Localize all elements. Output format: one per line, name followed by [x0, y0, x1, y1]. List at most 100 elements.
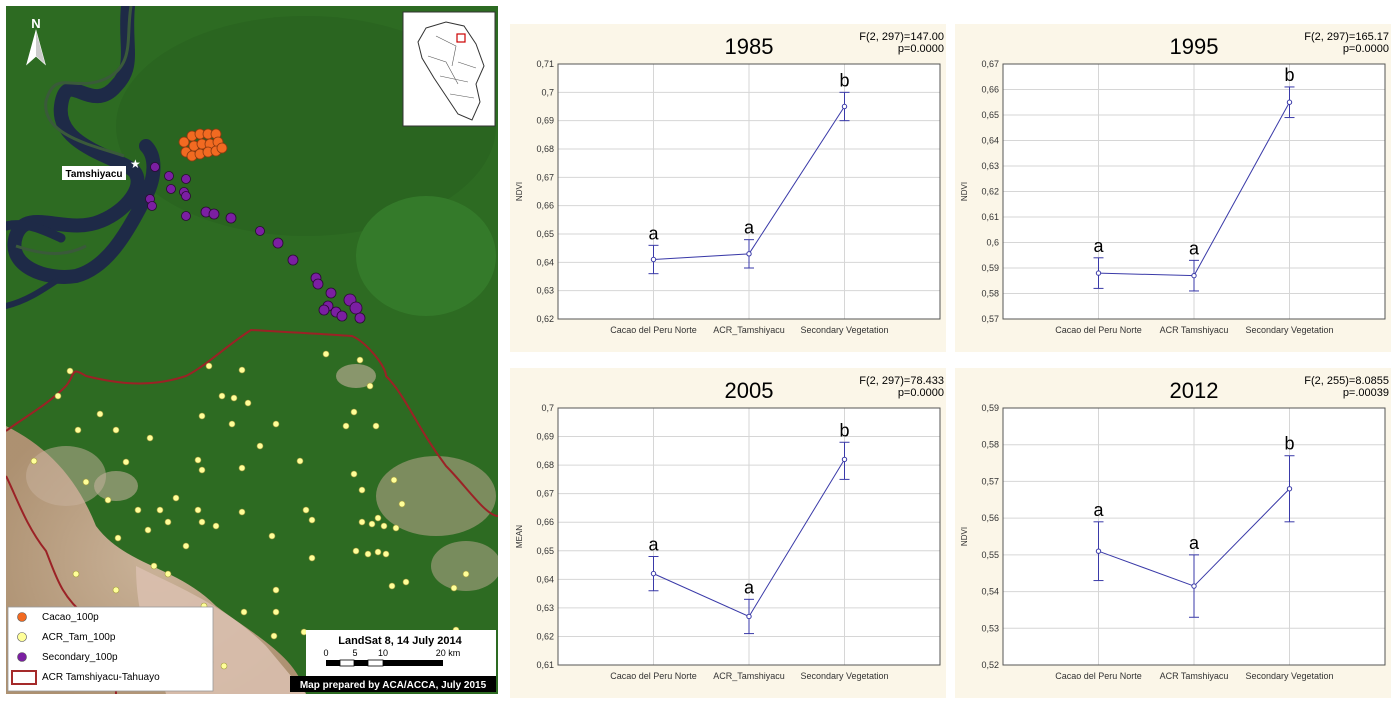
data-point: [1191, 583, 1197, 589]
p-value: p=0.0000: [898, 387, 944, 399]
y-tick-label: 0,65: [981, 110, 999, 120]
river: [7, 6, 161, 284]
y-tick-label: 0,71: [536, 59, 554, 69]
x-category-label: Cacao del Peru Norte: [1055, 325, 1142, 335]
y-tick-label: 0,59: [981, 263, 999, 273]
legend-box: [7, 606, 214, 692]
north-arrow-shade: [36, 31, 45, 64]
y-tick-label: 0,64: [536, 574, 554, 584]
y-tick-label: 0,57: [981, 476, 999, 486]
y-tick-label: 0,63: [981, 161, 999, 171]
river-branch: [6, 220, 66, 243]
y-tick-label: 0,55: [981, 550, 999, 560]
f-statistic: F(2, 255)=8.0855: [1304, 375, 1389, 387]
chart-title: 2012: [1170, 378, 1219, 403]
group-label: a: [1093, 236, 1104, 256]
y-tick-label: 0,53: [981, 623, 999, 633]
plot-frame: [1002, 63, 1386, 320]
x-category-label: ACR_Tamshiyacu: [713, 671, 785, 681]
town-label: Tamshiyacu: [65, 169, 122, 180]
x-category-label: ACR Tamshiyacu: [1160, 671, 1229, 681]
y-tick-label: 0,7: [541, 87, 554, 97]
scale-box: [306, 630, 496, 676]
y-tick-label: 0,64: [981, 136, 999, 146]
chart-panel-1985: 0,62 0,63 0,64 0,65 0,66 0,67 0,68 0,69 0,7 0,71 N…: [510, 24, 946, 352]
data-point: [1095, 270, 1102, 276]
forest-patch: [116, 16, 496, 236]
x-category-label: ACR Tamshiyacu: [1160, 325, 1229, 335]
chart-panel-2005: 0,61 0,62 0,63 0,64 0,65 0,66 0,67 0,68 0,69 0,7 M…: [510, 368, 946, 698]
plot-frame: [1002, 407, 1386, 666]
chart-title: 1985: [725, 34, 774, 59]
y-tick-label: 0,57: [981, 314, 999, 324]
forest-patch: [356, 196, 496, 316]
y-axis-label: NDVI: [960, 182, 969, 201]
y-tick-label: 0,62: [536, 631, 554, 641]
y-tick-label: 0,68: [536, 460, 554, 470]
y-tick-label: 0,62: [536, 314, 554, 324]
inset-location-box: [456, 33, 466, 43]
data-point: [1095, 548, 1102, 554]
peru-regions: [427, 35, 477, 99]
map-credit: Map prepared by ACA/ACCA, July 2015: [300, 680, 487, 691]
y-tick-label: 0,56: [981, 513, 999, 523]
legend-swatch: [17, 612, 27, 622]
y-tick-label: 0,64: [536, 257, 554, 267]
y-tick-label: 0,63: [536, 603, 554, 613]
satellite-map: ★ Tamshiyacu: [6, 6, 498, 694]
y-tick-label: 0,66: [536, 201, 554, 211]
legend-swatch: [11, 670, 37, 685]
y-tick-label: 0,6: [986, 238, 999, 248]
y-tick-label: 0,66: [981, 85, 999, 95]
y-tick-label: 0,69: [536, 432, 554, 442]
f-statistic: F(2, 297)=78.433: [859, 375, 944, 387]
haze-patch: [336, 364, 376, 388]
data-point: [1286, 486, 1293, 492]
plot-frame: [557, 407, 941, 666]
group-label: b: [1284, 65, 1294, 85]
river-branch: [6, 278, 59, 309]
town-star-icon: ★: [130, 157, 141, 171]
river-channel: [44, 6, 133, 158]
reserve-boundary: [6, 328, 498, 517]
y-axis-label: NDVI: [515, 182, 524, 201]
data-point: [746, 613, 752, 620]
x-category-label: Cacao del Peru Norte: [1055, 671, 1142, 681]
x-category-label: Cacao del Peru Norte: [610, 325, 697, 335]
x-category-label: Secondary Vegetation: [1245, 671, 1333, 681]
group-label: b: [1284, 434, 1294, 454]
y-tick-label: 0,59: [981, 403, 999, 413]
y-axis-label: NDVI: [960, 527, 969, 546]
y-tick-label: 0,54: [981, 587, 999, 597]
scale-tick-10: 10: [378, 648, 388, 658]
legend-label: Cacao_100p: [42, 612, 99, 623]
y-tick-label: 0,63: [536, 286, 554, 296]
river-channel: [15, 244, 87, 255]
group-label: a: [1189, 533, 1200, 553]
data-point: [746, 251, 752, 257]
group-label: a: [1189, 238, 1200, 258]
y-tick-label: 0,52: [981, 660, 999, 670]
group-label: a: [1093, 500, 1104, 520]
cacao-points: [178, 128, 228, 162]
y-tick-label: 0,58: [981, 289, 999, 299]
x-category-label: Cacao del Peru Norte: [610, 671, 697, 681]
data-point: [650, 570, 657, 577]
scale-title: LandSat 8, 14 July 2014: [338, 635, 462, 647]
group-label: b: [839, 420, 849, 440]
data-point: [1286, 99, 1293, 105]
haze-patch: [94, 471, 138, 501]
north-label: N: [31, 16, 40, 31]
legend-label: ACR_Tam_100p: [42, 632, 116, 643]
y-tick-label: 0,61: [536, 660, 554, 670]
chart-1985: 0,62 0,63 0,64 0,65 0,66 0,67 0,68 0,69 0,7 0,71 N…: [515, 31, 944, 335]
x-category-label: ACR_Tamshiyacu: [713, 325, 785, 335]
f-statistic: F(2, 297)=147.00: [859, 31, 944, 43]
y-tick-label: 0,61: [981, 212, 999, 222]
f-statistic: F(2, 297)=165.17: [1304, 31, 1389, 43]
plot-frame: [557, 63, 941, 320]
x-category-label: Secondary Vegetation: [800, 325, 888, 335]
y-tick-label: 0,7: [541, 403, 554, 413]
y-tick-label: 0,65: [536, 546, 554, 556]
p-value: p=0.0000: [898, 43, 944, 55]
